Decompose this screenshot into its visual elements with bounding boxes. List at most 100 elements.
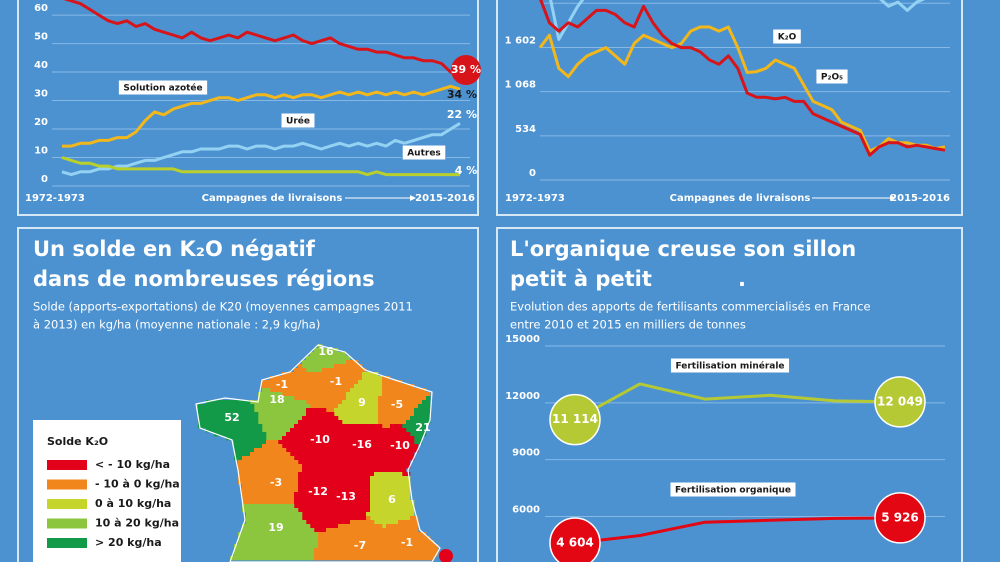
region-cell xyxy=(286,496,291,501)
region-cell xyxy=(338,500,343,505)
region-cell xyxy=(218,432,223,437)
region-cell xyxy=(282,516,287,521)
region-cell xyxy=(346,364,351,369)
region-cell xyxy=(326,524,331,529)
region-cell xyxy=(386,408,391,413)
region-cell xyxy=(282,528,287,533)
region-cell xyxy=(318,408,323,413)
region-cell xyxy=(406,412,411,417)
region-cell xyxy=(250,504,255,509)
region-cell xyxy=(310,488,315,493)
series-label-box xyxy=(401,144,447,161)
region-cell xyxy=(322,428,327,433)
region-cell xyxy=(406,524,411,529)
region-cell xyxy=(378,408,383,413)
region-cell xyxy=(334,436,339,441)
region-cell xyxy=(330,456,335,461)
region-cell xyxy=(226,416,231,421)
region-cell xyxy=(338,492,343,497)
region-cell xyxy=(278,388,283,393)
region-cell xyxy=(258,468,263,473)
region-cell xyxy=(362,372,367,377)
region-cell xyxy=(370,432,375,437)
region-cell xyxy=(382,424,387,429)
region-cell xyxy=(286,408,291,413)
region-cell xyxy=(350,532,355,537)
region-cell xyxy=(318,352,323,357)
region-cell xyxy=(342,488,347,493)
region-cell xyxy=(270,532,275,537)
region-cell xyxy=(302,404,307,409)
region-cell xyxy=(270,536,275,541)
region-cell xyxy=(342,372,347,377)
region-cell xyxy=(358,448,363,453)
region-cell xyxy=(398,472,403,477)
region-cell xyxy=(366,416,371,421)
region-cell xyxy=(310,392,315,397)
region-cell xyxy=(382,400,387,405)
region-cell xyxy=(274,404,279,409)
region-cell xyxy=(318,420,323,425)
region xyxy=(294,464,339,533)
region-cell xyxy=(406,548,411,553)
region-cell xyxy=(346,540,351,545)
region-cell xyxy=(310,384,315,389)
region-cell xyxy=(350,452,355,457)
region-cell xyxy=(274,452,279,457)
region-cell xyxy=(354,440,359,445)
region-cell xyxy=(370,460,375,465)
region-cell xyxy=(298,556,303,561)
region-cell xyxy=(338,436,343,441)
region-cell xyxy=(330,360,335,365)
region-cell xyxy=(318,464,323,469)
region-cell xyxy=(358,556,363,561)
region-cell xyxy=(410,396,415,401)
region-cell xyxy=(418,424,423,429)
region-cell xyxy=(270,404,275,409)
region-cell xyxy=(418,416,423,421)
region-cell xyxy=(350,408,355,413)
region-cell xyxy=(310,480,315,485)
region-cell xyxy=(338,424,343,429)
region-cell xyxy=(342,360,347,365)
region-cell xyxy=(326,376,331,381)
region-cell xyxy=(362,504,367,509)
region-cell xyxy=(326,420,331,425)
region-cell xyxy=(262,396,267,401)
region-cell xyxy=(306,504,311,509)
region-cell xyxy=(414,524,419,529)
region-cell xyxy=(370,464,375,469)
region-cell xyxy=(406,460,411,465)
region-cell xyxy=(262,528,267,533)
region-cell xyxy=(290,412,295,417)
region-cell xyxy=(274,536,279,541)
region-cell xyxy=(334,484,339,489)
region-cell xyxy=(326,492,331,497)
region-cell xyxy=(402,556,407,561)
region-cell xyxy=(386,448,391,453)
region-cell xyxy=(330,452,335,457)
region-cell xyxy=(350,548,355,553)
region-cell xyxy=(222,432,227,437)
region-cell xyxy=(202,404,207,409)
region-cell xyxy=(270,488,275,493)
region-cell xyxy=(338,544,343,549)
region-cell xyxy=(378,420,383,425)
region-cell xyxy=(326,476,331,481)
region-cell xyxy=(314,452,319,457)
region-cell xyxy=(410,532,415,537)
region-cell xyxy=(370,380,375,385)
region-cell xyxy=(262,556,267,561)
region-cell xyxy=(206,400,211,405)
region-cell xyxy=(378,544,383,549)
region-cell xyxy=(258,400,263,405)
region-cell xyxy=(298,528,303,533)
region-cell xyxy=(286,488,291,493)
region-cell xyxy=(314,544,319,549)
region-cell xyxy=(394,492,399,497)
region-cell xyxy=(370,492,375,497)
region-cell xyxy=(334,516,339,521)
region-cell xyxy=(326,456,331,461)
region-cell xyxy=(206,416,211,421)
region-cell xyxy=(374,556,379,561)
